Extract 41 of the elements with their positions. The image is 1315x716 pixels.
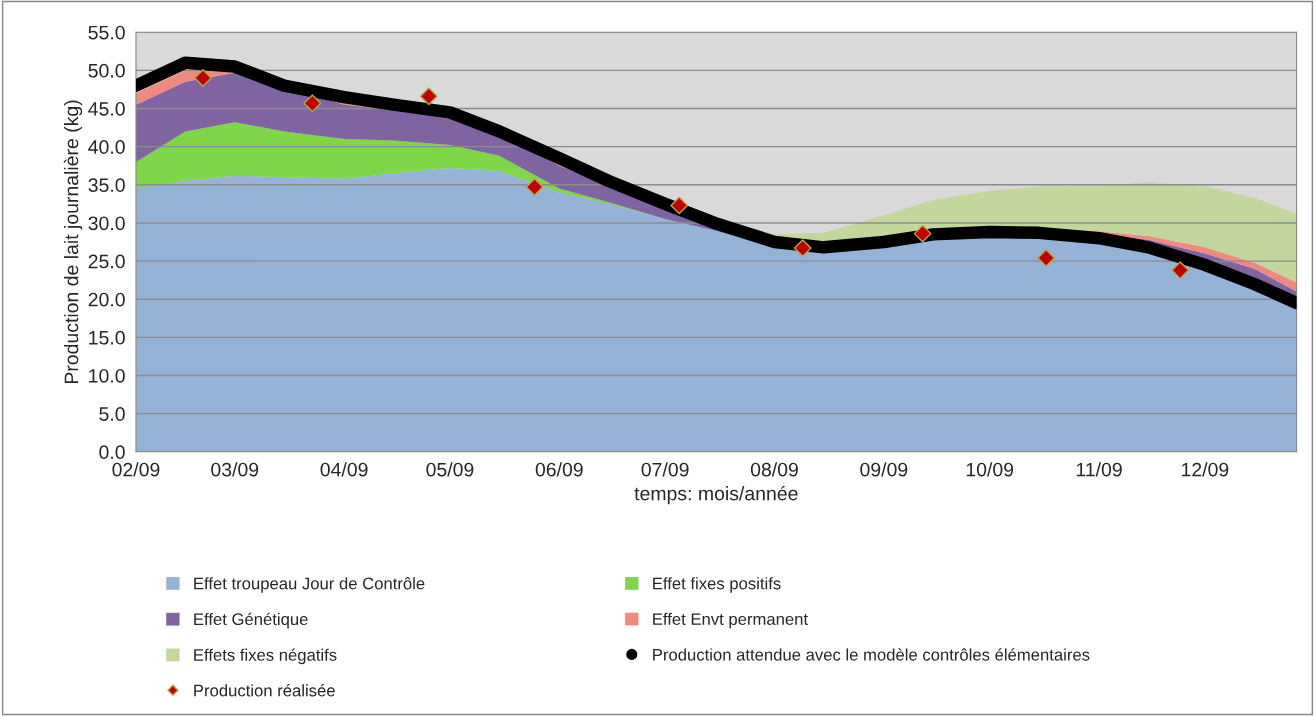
legend-label: Effet Envt permanent [653,612,808,629]
point [419,87,438,106]
point [194,69,212,87]
x-tick-label: 06/09 [535,462,583,477]
x-tick-label: 12/09 [1182,462,1229,477]
point [1171,261,1190,280]
x-tick-label: 02/09 [112,462,160,477]
y-tick-label: 20.0 [88,292,125,307]
y-tick-label: 10.0 [89,368,125,383]
y-tick-label: 0.0 [99,445,125,460]
y-tick-label: 50.0 [88,63,125,78]
legend-label: Effets fixes négatifs [194,648,337,665]
legend-label: Production attendue avec le modèle contrôles élémentaires [653,648,1090,661]
y-tick-label: 25.0 [88,254,125,269]
point [670,196,689,215]
point [303,94,322,113]
x-tick-label: 08/09 [750,462,798,477]
x-tick-label: 03/09 [211,462,259,477]
point [913,224,932,243]
y-tick-label: 15.0 [89,330,125,345]
legend-label: Effet Génétique [194,612,308,629]
x-tick-label: 09/09 [860,462,908,477]
x-tick-label: 04/09 [320,462,368,477]
legend-label: Production réalisée [194,684,335,697]
point [793,239,812,258]
point [525,178,544,196]
y-tick-label: 40.0 [88,140,125,154]
legend-label: Effet troupeau Jour de Contrôle [194,577,425,593]
x-tick-label: 07/09 [641,462,689,477]
x-tick-label: 05/09 [426,462,474,477]
y-tick-label: 45.0 [88,101,125,116]
y-tick-label: 35.0 [88,178,125,193]
y-axis-title: Production de lait journalière (kg) [63,100,83,384]
y-tick-label: 55.0 [88,25,125,40]
x-axis-title: temps: mois/année [634,485,798,505]
x-tick-label: 11/09 [1076,462,1122,477]
legend-label: Effet fixes positifs [653,577,781,593]
x-tick-label: 10/09 [966,462,1014,477]
y-tick-label: 5.0 [99,407,125,421]
point [1037,249,1056,267]
y-tick-label: 30.0 [88,216,125,231]
